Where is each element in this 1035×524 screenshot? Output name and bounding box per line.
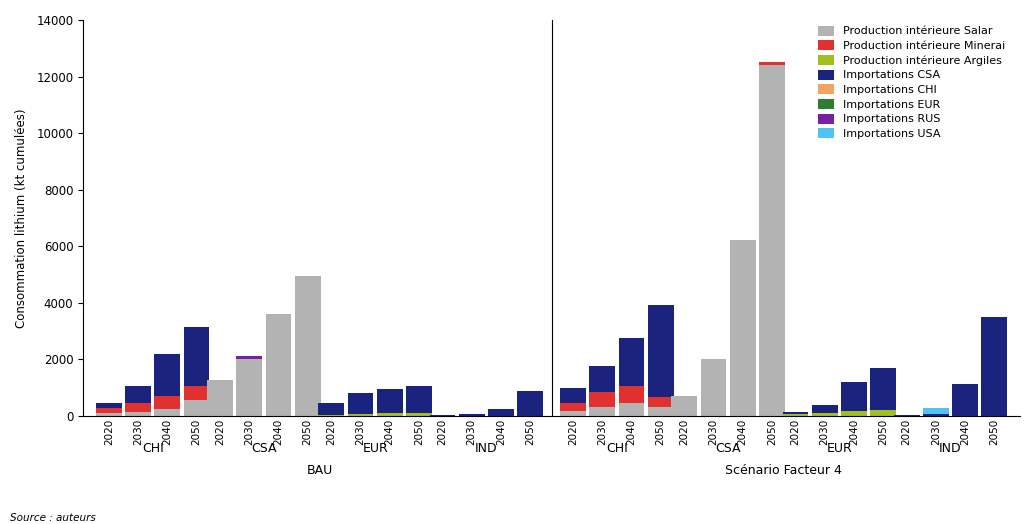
- Bar: [841, 411, 866, 416]
- Bar: [589, 392, 615, 407]
- Bar: [348, 393, 374, 414]
- Text: CHI: CHI: [142, 442, 164, 455]
- Bar: [560, 403, 586, 411]
- Bar: [125, 412, 151, 416]
- Bar: [236, 359, 262, 416]
- Bar: [96, 408, 122, 413]
- Bar: [518, 391, 543, 416]
- Bar: [923, 413, 949, 416]
- Bar: [589, 366, 615, 392]
- Bar: [841, 381, 866, 411]
- Text: IND: IND: [475, 442, 498, 455]
- Bar: [589, 407, 615, 416]
- Bar: [377, 389, 403, 413]
- Bar: [923, 408, 949, 413]
- Bar: [648, 397, 674, 407]
- Bar: [489, 409, 513, 416]
- Text: BAU: BAU: [306, 464, 332, 477]
- Bar: [782, 414, 808, 416]
- Text: Scénario Facteur 4: Scénario Facteur 4: [726, 464, 842, 477]
- Bar: [701, 359, 727, 416]
- Bar: [377, 413, 403, 416]
- Bar: [811, 413, 837, 416]
- Bar: [183, 326, 209, 386]
- Bar: [730, 241, 756, 416]
- Bar: [154, 354, 180, 396]
- Bar: [183, 386, 209, 400]
- Text: EUR: EUR: [362, 442, 388, 455]
- Bar: [319, 414, 345, 416]
- Bar: [406, 386, 432, 413]
- Bar: [619, 338, 645, 386]
- Bar: [459, 414, 484, 416]
- Text: Source : auteurs: Source : auteurs: [10, 514, 96, 523]
- Bar: [759, 62, 785, 65]
- Bar: [560, 411, 586, 416]
- Text: CSA: CSA: [715, 442, 741, 455]
- Bar: [96, 413, 122, 416]
- Bar: [619, 403, 645, 416]
- Bar: [811, 405, 837, 413]
- Bar: [154, 396, 180, 409]
- Bar: [236, 356, 262, 359]
- Bar: [870, 368, 896, 410]
- Bar: [207, 380, 233, 416]
- Text: IND: IND: [939, 442, 962, 455]
- Bar: [782, 412, 808, 414]
- Legend: Production intérieure Salar, Production intérieure Minerai, Production intérieur: Production intérieure Salar, Production …: [819, 26, 1005, 139]
- Text: CSA: CSA: [252, 442, 276, 455]
- Bar: [648, 305, 674, 397]
- Bar: [981, 316, 1007, 416]
- Bar: [125, 386, 151, 403]
- Bar: [759, 65, 785, 416]
- Text: EUR: EUR: [826, 442, 852, 455]
- Bar: [952, 385, 978, 416]
- Bar: [295, 276, 321, 416]
- Bar: [406, 413, 432, 416]
- Text: CHI: CHI: [605, 442, 627, 455]
- Bar: [560, 388, 586, 403]
- Y-axis label: Consommation lithium (kt cumulées): Consommation lithium (kt cumulées): [14, 108, 28, 328]
- Bar: [648, 407, 674, 416]
- Bar: [870, 410, 896, 416]
- Bar: [183, 400, 209, 416]
- Bar: [672, 396, 698, 416]
- Bar: [894, 415, 919, 416]
- Bar: [430, 415, 455, 416]
- Bar: [96, 403, 122, 408]
- Bar: [619, 386, 645, 403]
- Bar: [125, 403, 151, 412]
- Bar: [319, 402, 345, 414]
- Bar: [154, 409, 180, 416]
- Bar: [266, 314, 292, 416]
- Bar: [348, 414, 374, 416]
